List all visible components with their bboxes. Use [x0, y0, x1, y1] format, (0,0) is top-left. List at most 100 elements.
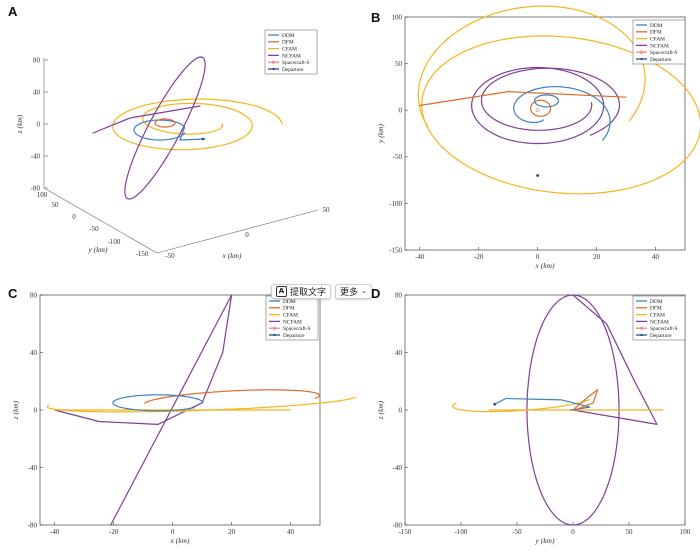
legend-entry: DFM: [650, 306, 662, 312]
legend-marker: [639, 50, 644, 54]
x-tick-label: 0: [536, 253, 540, 261]
x-tick-label: -150: [399, 528, 412, 536]
x-axis-label: x (km): [170, 536, 190, 545]
legend-entry: Departure: [282, 67, 304, 73]
x-tick-label: -50: [512, 528, 522, 536]
z-axis-label: z (km): [15, 114, 24, 134]
y-tick-label: 100: [392, 13, 403, 21]
y-tick-label: -50: [89, 225, 99, 233]
y-tick-label: 100: [37, 191, 48, 199]
series-line-NCFAM-loop: [54, 294, 233, 425]
series-line-DFM: [154, 118, 176, 128]
y-axis-label: z (km): [376, 400, 385, 420]
x-tick-label: 40: [652, 253, 660, 261]
y-tick-label: 0: [399, 406, 403, 414]
series-line-DFM: [529, 99, 552, 117]
x-axis-line: [156, 209, 319, 254]
legend-entry: CFAM: [283, 313, 298, 319]
legend-entry: CFAM: [650, 37, 665, 43]
y-tick-label: 40: [30, 349, 38, 357]
y-tick-label: 50: [395, 60, 403, 68]
z-tick-label: 0: [37, 120, 41, 128]
more-label: 更多: [340, 287, 359, 298]
series-line-DFM-arc: [419, 90, 627, 107]
series-line-DDM: [133, 119, 206, 141]
panel-label-A: A: [8, 4, 18, 19]
legend-entry: Spacecraft-S: [283, 325, 311, 332]
departure-marker: [536, 174, 540, 177]
x-tick-label: -20: [474, 253, 484, 261]
legend-entry: DFM: [282, 40, 294, 46]
y-tick-label: -100: [108, 238, 121, 246]
legend-entry: Departure: [650, 57, 672, 63]
legend-entry: Spacecraft-S: [282, 59, 310, 66]
y-tick-label: 40: [395, 349, 403, 357]
series-line-NCFAM: [124, 56, 206, 200]
legend-marker: [640, 333, 643, 337]
panel-label-C: C: [8, 286, 18, 301]
y-tick-label: -40: [393, 464, 403, 472]
legend-entry: DFM: [283, 306, 295, 312]
y-tick-label: -100: [389, 200, 402, 208]
x-axis-label: x (km): [535, 261, 555, 270]
y-tick-label: 80: [395, 291, 403, 299]
departure-marker: [493, 402, 496, 406]
y-tick-label: 0: [34, 406, 38, 414]
y-tick-label: -150: [389, 246, 402, 254]
x-tick-label: 20: [593, 253, 601, 261]
series-line-NCFAM: [471, 66, 605, 145]
legend-entry: DFM: [650, 30, 662, 36]
y-tick-label: -80: [393, 521, 403, 529]
legend-marker: [272, 67, 275, 71]
legend-box-D: [632, 295, 686, 341]
plot-area-B: [404, 16, 686, 251]
x-tick-label: -50: [165, 252, 175, 260]
series-line-DFM: [144, 389, 320, 404]
legend-entry: Departure: [283, 333, 305, 339]
x-tick-label: 20: [228, 528, 236, 536]
x-tick-label: -20: [109, 528, 119, 536]
extract-text-label: 提取文字: [290, 287, 327, 298]
legend-entry: NCFAM: [650, 319, 669, 325]
text-recognition-icon: A: [276, 285, 287, 297]
extract-text-button[interactable]: A 提取文字: [271, 283, 332, 299]
more-button[interactable]: 更多 ⌄: [335, 283, 372, 299]
series-line-CFAM-arc: [452, 398, 590, 413]
legend-marker: [273, 333, 276, 337]
z-tick-label: -80: [31, 184, 41, 192]
legend-entry: NCFAM: [282, 53, 301, 59]
y-tick-label: -50: [393, 153, 403, 161]
y-tick-label: 80: [30, 291, 38, 299]
x-tick-label: 50: [626, 528, 634, 536]
x-tick-label: -40: [50, 528, 60, 536]
series-line-DDM: [494, 397, 591, 411]
legend-entry: NCFAM: [650, 43, 669, 49]
spacecraft-marker: [535, 108, 540, 113]
legend-box-B: [632, 19, 686, 65]
series-line-DFM: [572, 389, 599, 411]
legend-entry: DDM: [650, 299, 663, 305]
legend-marker: [271, 60, 276, 64]
panel-label-D: D: [371, 286, 380, 301]
series-line-NCFAM-segment: [92, 105, 201, 134]
legend-entry: Spacecraft-S: [650, 49, 678, 56]
z-tick-label: -40: [31, 152, 41, 160]
series-line-CFAM-arc: [46, 396, 356, 413]
x-tick-label: 50: [323, 206, 331, 214]
legend-marker: [272, 326, 277, 330]
y-tick-label: -80: [28, 521, 38, 529]
series-line-DDM: [513, 85, 611, 141]
departure-marker: [201, 137, 205, 141]
z-tick-label: 40: [33, 88, 41, 96]
y-axis-line: [43, 187, 158, 254]
y-axis-label: y (km): [376, 124, 385, 144]
legend-entry: CFAM: [650, 313, 665, 319]
y-axis-label: y (km): [88, 245, 108, 254]
x-tick-label: 100: [680, 528, 691, 536]
z-tick-label: 80: [33, 56, 41, 64]
x-tick-label: -40: [415, 253, 425, 261]
